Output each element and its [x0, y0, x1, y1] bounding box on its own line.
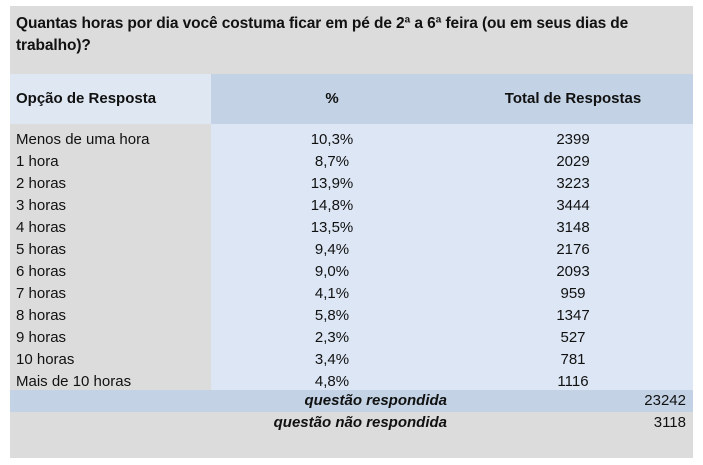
row-total: 1116 [557, 373, 589, 390]
row-percent: 8,7% [314, 153, 350, 170]
table-row: 4 horas 13,5% 3148 [10, 217, 693, 239]
row-percent: 9,4% [314, 241, 350, 258]
row-total: 527 [560, 329, 586, 346]
table-row: Menos de uma hora 10,3% 2399 [10, 129, 693, 151]
row-total: 781 [560, 351, 586, 368]
table-header: Opção de Resposta % Total de Respostas [10, 74, 693, 124]
row-option: 9 horas [16, 329, 67, 346]
row-percent: 14,8% [310, 197, 354, 214]
row-percent: 4,1% [314, 285, 350, 302]
row-percent: 13,9% [310, 175, 354, 192]
table-row: 6 horas 9,0% 2093 [10, 261, 693, 283]
question-title: Quantas horas por dia você costuma ficar… [16, 15, 629, 54]
row-option: 10 horas [16, 351, 75, 368]
header-option: Opção de Resposta [10, 74, 211, 124]
table-body: Menos de uma hora 10,3% 2399 1 hora 8,7% 2029… [10, 124, 693, 390]
row-option: 5 horas [16, 241, 67, 258]
table-row: 7 horas 4,1% 959 [10, 283, 693, 305]
row-option: 2 horas [16, 175, 67, 192]
row-percent: 3,4% [314, 351, 350, 368]
table-row: 1 hora 8,7% 2029 [10, 151, 693, 173]
row-percent: 5,8% [314, 307, 350, 324]
row-percent: 10,3% [310, 131, 354, 148]
table-row: 2 horas 13,9% 3223 [10, 173, 693, 195]
row-total: 2093 [556, 263, 590, 280]
table-rows: Menos de uma hora 10,3% 2399 1 hora 8,7% 2029… [10, 129, 693, 393]
row-percent: 2,3% [314, 329, 350, 346]
row-option: 4 horas [16, 219, 67, 236]
row-total: 959 [560, 285, 586, 302]
unanswered-row: questão não respondida 3118 [10, 412, 693, 434]
row-percent: 4,8% [314, 373, 350, 390]
row-option: Mais de 10 horas [16, 373, 132, 390]
row-total: 2029 [556, 153, 590, 170]
row-option: 6 horas [16, 263, 67, 280]
row-total: 3223 [556, 175, 590, 192]
answered-label: questão respondida [304, 392, 447, 409]
header-percent: % [211, 74, 453, 124]
row-percent: 13,5% [310, 219, 354, 236]
unanswered-label: questão não respondida [273, 414, 447, 431]
header-total: Total de Respostas [453, 74, 693, 124]
row-total: 3148 [556, 219, 590, 236]
unanswered-value: 3118 [653, 414, 686, 431]
row-total: 1347 [556, 307, 590, 324]
row-total: 2176 [556, 241, 590, 258]
table-row: 8 horas 5,8% 1347 [10, 305, 693, 327]
table-row: 5 horas 9,4% 2176 [10, 239, 693, 261]
table-row: 10 horas 3,4% 781 [10, 349, 693, 371]
table-body-background [10, 124, 693, 390]
answered-row: questão respondida 23242 [10, 390, 693, 412]
row-total: 2399 [556, 131, 590, 148]
table-row: Mais de 10 horas 4,8% 1116 [10, 371, 693, 393]
row-option: 7 horas [16, 285, 67, 302]
table-row: 9 horas 2,3% 527 [10, 327, 693, 349]
table-row: 3 horas 14,8% 3444 [10, 195, 693, 217]
survey-table-panel: Quantas horas por dia você costuma ficar… [10, 6, 693, 458]
row-total: 3444 [556, 197, 590, 214]
row-option: Menos de uma hora [16, 131, 150, 148]
row-option: 8 horas [16, 307, 67, 324]
row-option: 3 horas [16, 197, 67, 214]
answered-value: 23242 [644, 392, 686, 409]
row-percent: 9,0% [314, 263, 350, 280]
row-option: 1 hora [16, 153, 59, 170]
